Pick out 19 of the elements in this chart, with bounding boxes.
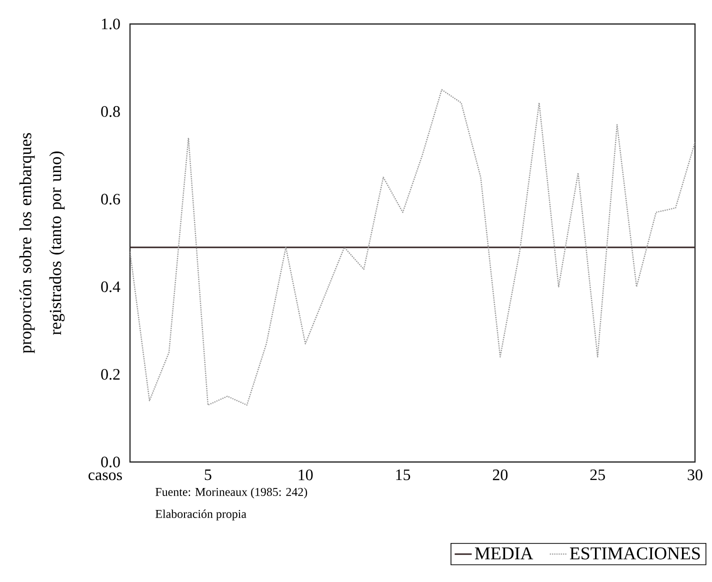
x-tick-label: 20 — [492, 470, 508, 480]
x-axis-title: casos — [88, 472, 122, 480]
y-tick-label: 0.4 — [101, 281, 120, 292]
y-axis-title: proporción sobre los embarques registrados (tanto por uno) — [19, 133, 65, 354]
line-series — [130, 89, 696, 406]
x-tick-label: 30 — [688, 470, 702, 480]
y-tick-label: 0.0 — [101, 456, 120, 468]
x-tick-label: 5 — [204, 470, 212, 480]
y-tick-label: 0.2 — [101, 368, 120, 380]
y-tick-label: 0.6 — [101, 194, 120, 205]
x-tick-label: 10 — [298, 470, 313, 480]
y-tick-label: 1.0 — [102, 18, 120, 30]
legend-label: ESTIMACIONES — [570, 547, 700, 560]
source-note: Fuente: Morineaux (1985: 242) — [156, 488, 308, 498]
x-tick-label: 25 — [590, 470, 605, 480]
y-tick-label: 0.8 — [101, 106, 120, 117]
x-tick-label: 15 — [396, 470, 410, 480]
legend-label: MEDIA — [474, 547, 534, 560]
text: Elaboración propia — [156, 510, 246, 520]
